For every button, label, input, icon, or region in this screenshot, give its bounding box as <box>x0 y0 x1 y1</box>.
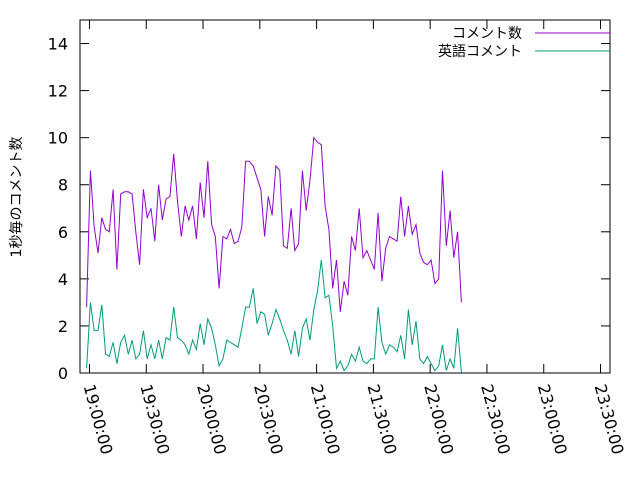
x-tick-label: 21:30:00 <box>364 382 401 456</box>
series-lines <box>86 136 462 374</box>
y-tick-label: 8 <box>58 176 68 195</box>
y-tick-label: 10 <box>48 129 68 148</box>
x-tick-label: 21:00:00 <box>307 382 344 456</box>
x-axis-ticks: 19:00:00 19:30:00 20:00:00 20:30:00 21:00:00… <box>80 20 628 456</box>
plot-area-border <box>79 19 611 374</box>
x-tick-label: 23:30:00 <box>591 382 628 456</box>
series-line-1 <box>86 136 462 312</box>
legend-label: コメント数 <box>452 26 522 42</box>
x-tick-label: 20:00:00 <box>193 382 230 456</box>
x-tick-label: 19:30:00 <box>136 382 173 456</box>
y-tick-label: 2 <box>58 317 68 336</box>
x-tick-label: 20:30:00 <box>250 382 287 456</box>
y-tick-label: 6 <box>58 223 68 242</box>
series-line-2 <box>86 259 462 374</box>
y-axis-ticks: 0 2 4 6 8 10 12 14 <box>48 35 610 383</box>
x-tick-label: 22:00:00 <box>420 382 457 456</box>
x-tick-label: 23:00:00 <box>534 382 571 456</box>
legend-label: 英語コメント <box>438 43 522 60</box>
x-tick-label: 19:00:00 <box>80 382 117 456</box>
y-tick-label: 0 <box>58 364 68 383</box>
x-tick-label: 22:30:00 <box>477 382 514 456</box>
y-tick-label: 4 <box>58 270 68 289</box>
y-tick-label: 14 <box>48 35 68 54</box>
y-axis-title: 1秒毎のコメント数 <box>9 137 25 258</box>
y-tick-label: 12 <box>48 82 68 101</box>
